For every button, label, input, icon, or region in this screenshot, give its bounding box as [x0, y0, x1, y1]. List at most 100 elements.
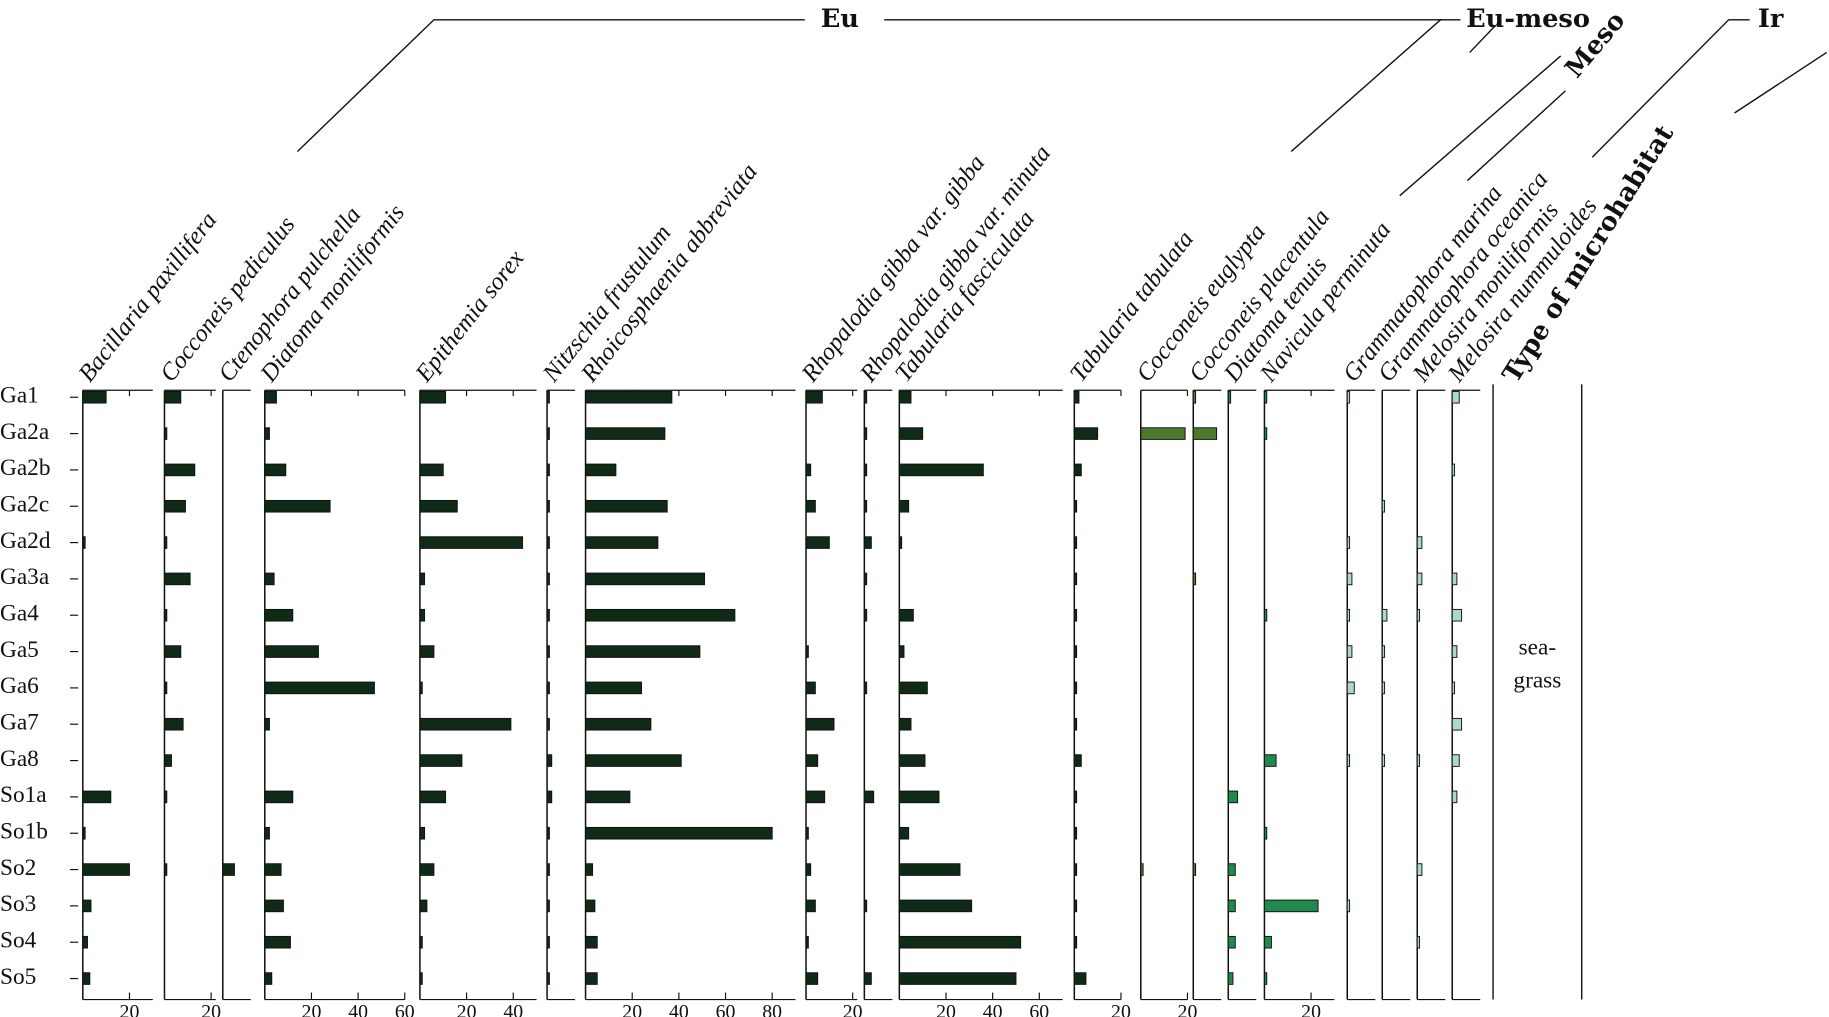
species-panel: Ctenophora pulchella [213, 202, 366, 1001]
bar [1416, 754, 1421, 767]
bar [82, 826, 86, 840]
bracket-line [1469, 25, 1496, 53]
bracket-line [1591, 19, 1750, 158]
sample-label: Ga2b [0, 455, 51, 481]
bar [863, 390, 868, 404]
sample-label: So5 [0, 964, 36, 990]
bar [164, 645, 182, 658]
bar [1451, 754, 1460, 767]
bar [1451, 790, 1458, 804]
bar [805, 645, 809, 658]
bracket-line [1399, 55, 1562, 197]
bar [1263, 608, 1268, 622]
x-tick-label: 40 [348, 1001, 368, 1017]
bar [419, 463, 444, 477]
bar [546, 572, 550, 586]
bar [164, 536, 168, 549]
bar [1451, 717, 1463, 731]
bar [1073, 645, 1078, 658]
bar [898, 536, 903, 549]
bar [82, 790, 112, 804]
bar [1073, 681, 1078, 695]
bar [264, 826, 270, 840]
bar [1073, 608, 1078, 622]
bar [419, 863, 435, 876]
bar [585, 499, 668, 513]
bracket-line [884, 19, 1443, 152]
bar [1073, 390, 1080, 404]
bar [264, 972, 273, 985]
bar [419, 645, 435, 658]
bar [898, 972, 1017, 985]
bar [898, 608, 914, 622]
bar [898, 645, 905, 658]
bar [898, 499, 910, 513]
bar [264, 645, 319, 658]
bar [164, 681, 168, 695]
bar [1227, 935, 1236, 949]
bar [1381, 645, 1386, 658]
bar [805, 899, 816, 913]
x-tick-label: 20 [201, 1001, 221, 1017]
bar [1073, 972, 1087, 985]
bar [863, 427, 868, 440]
bar [805, 390, 823, 404]
species-label: Tabularia tabulata [1065, 226, 1199, 387]
bar [863, 899, 868, 913]
bar [805, 790, 826, 804]
bar [1073, 536, 1078, 549]
bar [264, 863, 282, 876]
species-label: Rhoicosphaenia abbreviata [575, 159, 763, 388]
x-tick-label: 40 [669, 1001, 689, 1017]
bar [164, 717, 184, 731]
bar [1073, 717, 1078, 731]
bar [1227, 790, 1239, 804]
x-tick-label: 20 [1178, 1001, 1198, 1017]
bar [898, 899, 973, 913]
sample-label: Ga4 [0, 601, 39, 627]
x-tick-label: 20 [622, 1001, 642, 1017]
bar [164, 390, 182, 404]
bar [585, 427, 666, 440]
bar [419, 899, 428, 913]
bar [546, 499, 550, 513]
bar [419, 536, 524, 549]
sample-label: So4 [0, 928, 37, 954]
sample-label: Ga1 [0, 383, 39, 409]
bar [1227, 390, 1232, 404]
bar [82, 390, 107, 404]
species-panel: Epithemia sorex 20 40 [410, 245, 537, 1017]
sample-label: So3 [0, 891, 36, 917]
bar [585, 390, 673, 404]
bar [1346, 754, 1351, 767]
bar [546, 863, 550, 876]
bar [546, 754, 553, 767]
x-tick-label: 40 [983, 1001, 1003, 1017]
x-tick-label: 60 [716, 1001, 736, 1017]
bar [546, 972, 550, 985]
bar [1140, 427, 1186, 440]
bar [1346, 572, 1353, 586]
bar [1227, 972, 1234, 985]
bar [419, 790, 447, 804]
bar [585, 608, 736, 622]
bar [1227, 863, 1236, 876]
bar [898, 463, 984, 477]
bar [1192, 427, 1218, 440]
bar [82, 863, 130, 876]
bar [546, 427, 550, 440]
bar [1451, 681, 1456, 695]
bar [264, 681, 375, 695]
bar [863, 572, 868, 586]
bar [805, 754, 819, 767]
bar [1381, 499, 1386, 513]
bar [1381, 608, 1388, 622]
group-label: Eu [821, 4, 859, 34]
sample-label: Ga6 [0, 673, 39, 699]
bracket-line [296, 19, 805, 152]
x-tick-label: 20 [936, 1001, 956, 1017]
bar [863, 608, 868, 622]
bar [1451, 390, 1460, 404]
bar [1140, 863, 1144, 876]
bar [585, 645, 701, 658]
